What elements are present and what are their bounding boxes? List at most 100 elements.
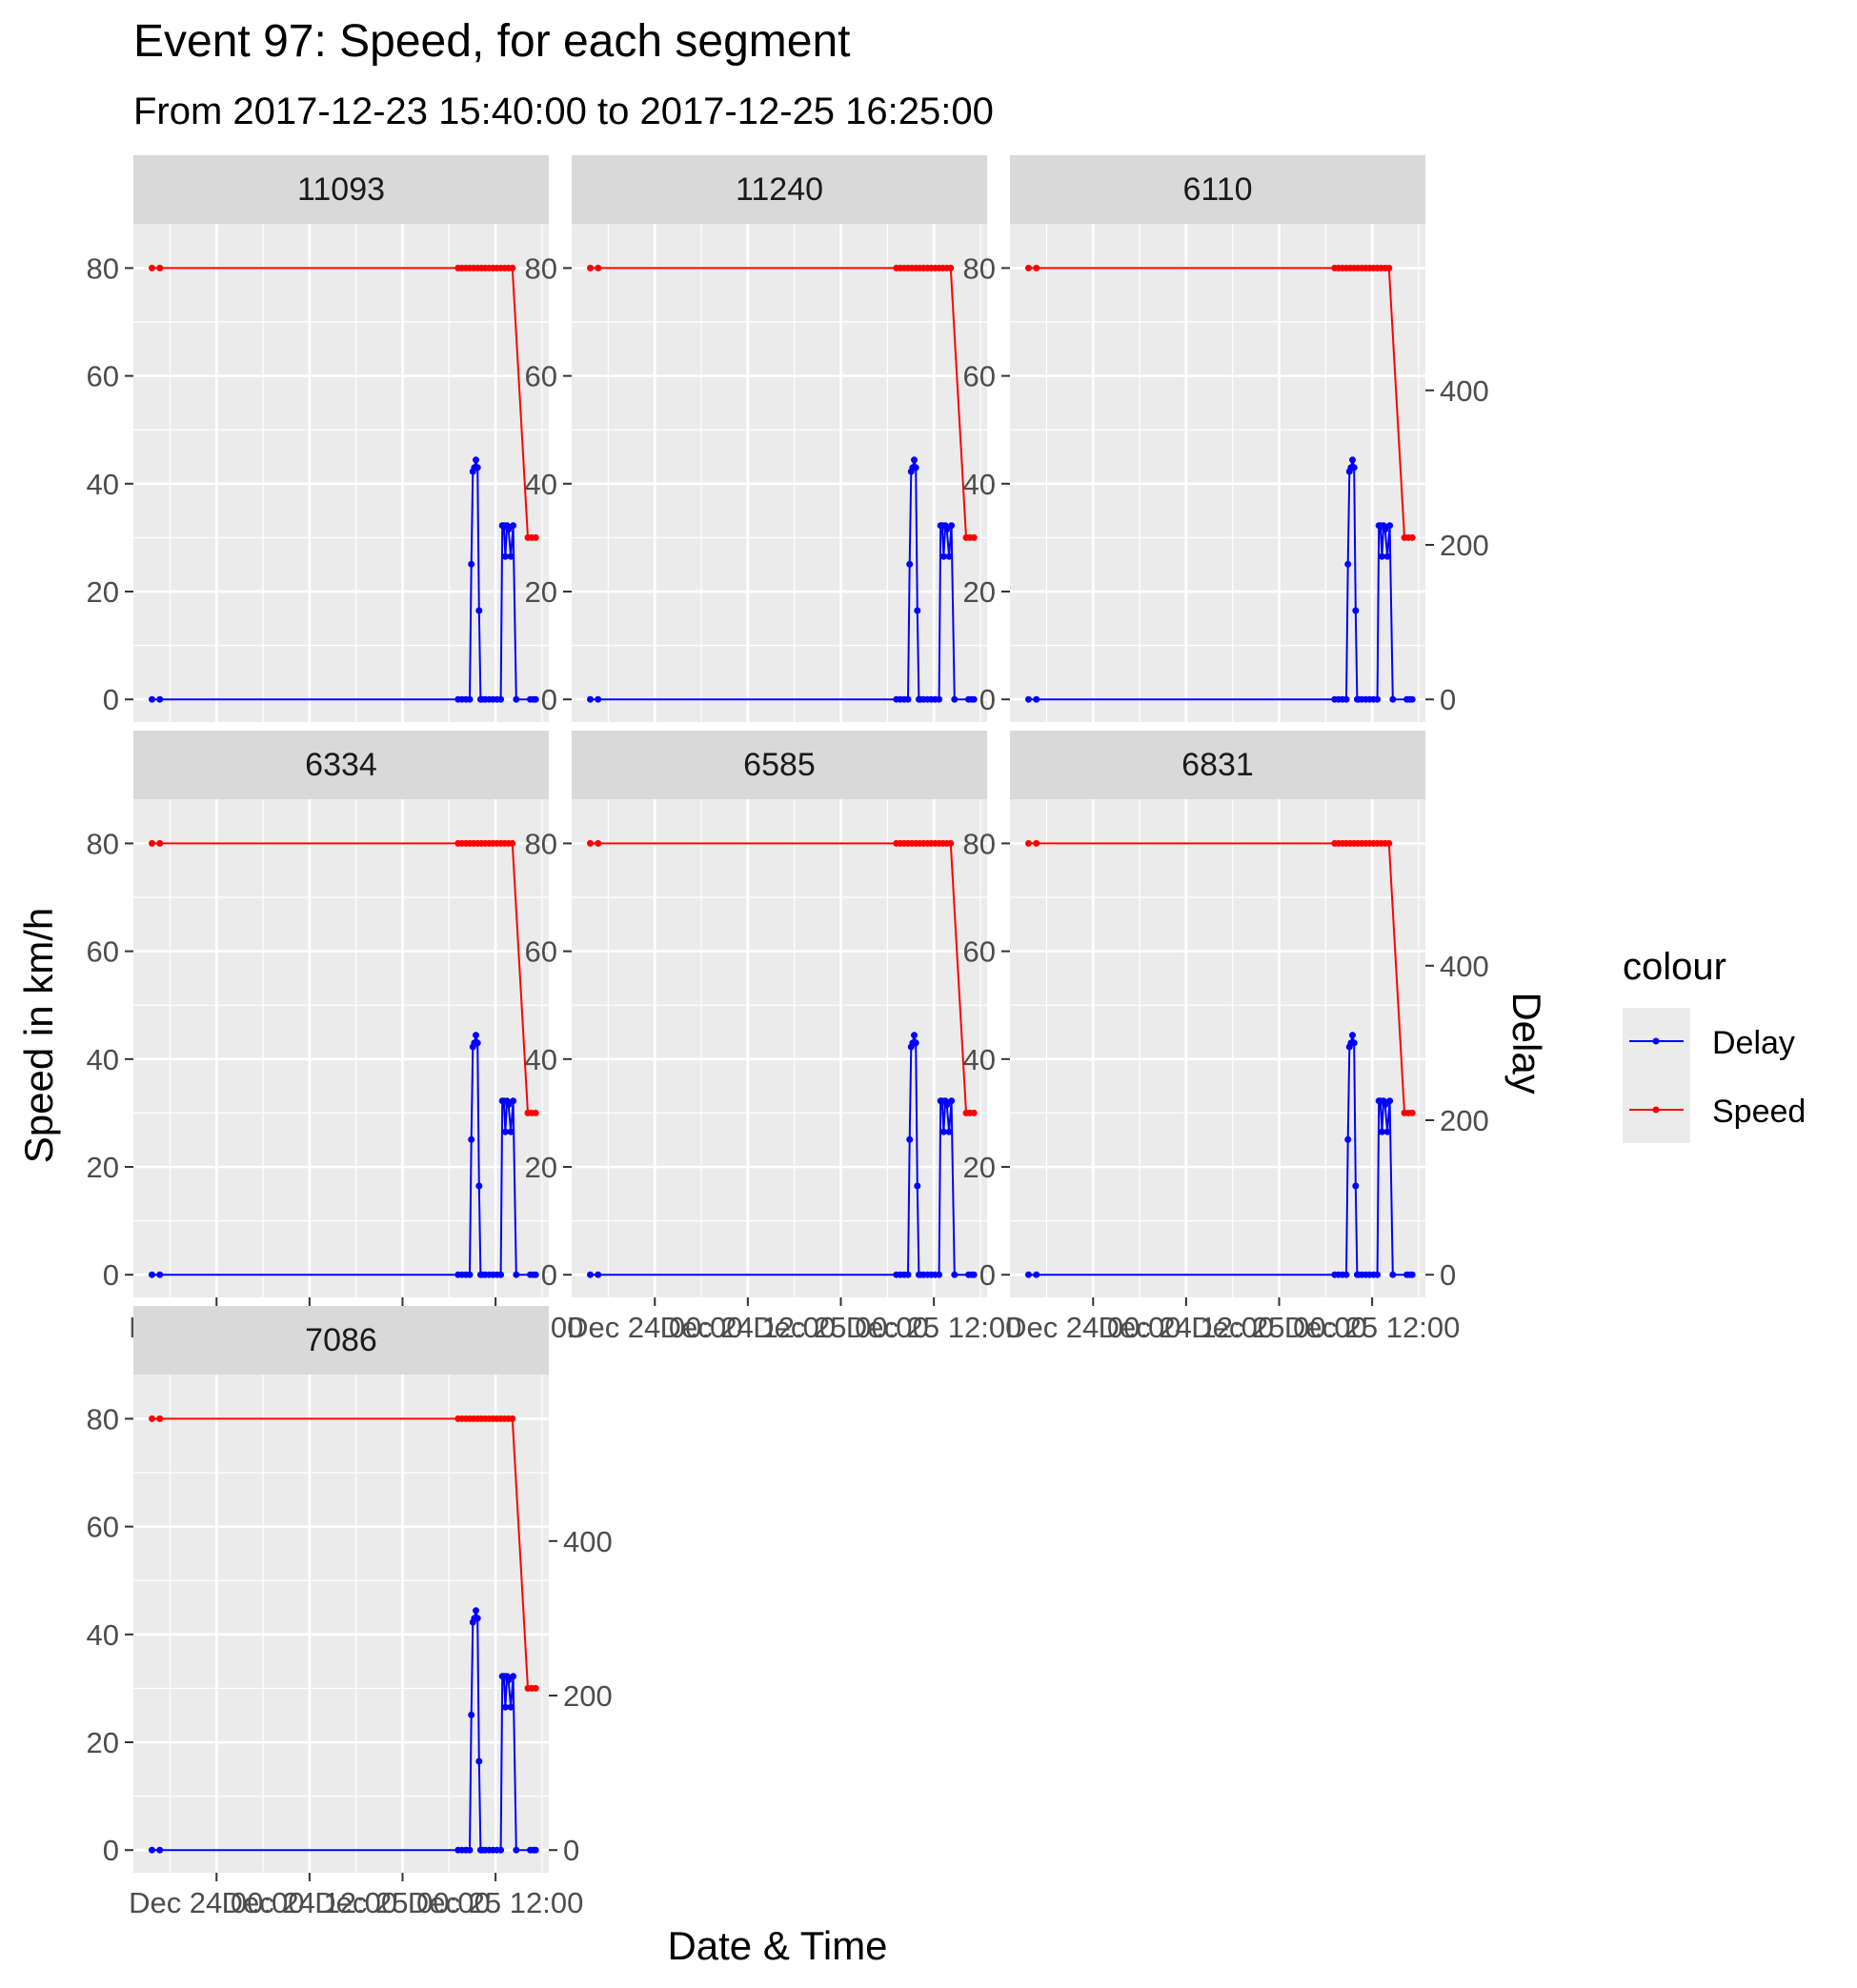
data-point-delay [939, 1128, 947, 1135]
data-point-speed [970, 533, 978, 541]
facet-strip [133, 1306, 549, 1375]
data-point-speed [1025, 264, 1032, 271]
data-point-delay [1033, 695, 1040, 703]
data-point-delay [473, 456, 479, 464]
data-point-delay [474, 1039, 481, 1047]
legend-title: colour [1623, 946, 1726, 988]
data-point-delay [466, 695, 474, 703]
data-point-speed [595, 839, 602, 847]
data-point-delay [1408, 695, 1416, 703]
x-tick-label: Dec 25 12:00 [408, 1886, 583, 1919]
data-point-delay [1349, 1032, 1356, 1039]
data-point-delay [948, 1097, 956, 1105]
y2-tick-label: 200 [563, 1679, 613, 1713]
y-tick-label: 20 [87, 575, 119, 609]
data-point-delay [1344, 560, 1352, 568]
x-tick-label: Dec 24 12:00 [660, 1311, 836, 1344]
legend-key-delay-point [1652, 1037, 1660, 1045]
panel-background [133, 1375, 549, 1873]
data-point-delay [1378, 1128, 1385, 1135]
data-point-delay [1382, 1101, 1389, 1109]
y-tick-label: 20 [87, 1151, 119, 1184]
y-tick-label: 80 [87, 1402, 119, 1436]
data-point-delay [475, 1757, 483, 1765]
data-point-delay [936, 695, 943, 703]
y-tick-label: 40 [525, 1043, 557, 1076]
facet-strip-label: 7086 [305, 1322, 377, 1358]
data-point-delay [587, 695, 594, 703]
legend-key-speed-point [1652, 1106, 1660, 1114]
x-tick-label: Dec 24 00:00 [567, 1311, 742, 1344]
panel-background [1010, 224, 1425, 722]
data-point-delay [914, 1182, 921, 1190]
y-tick-label: 60 [87, 1511, 119, 1544]
data-point-speed [947, 839, 955, 847]
x-tick-label: Dec 24 12:00 [1099, 1311, 1274, 1344]
data-point-delay [906, 1135, 914, 1143]
data-point-speed [1385, 264, 1393, 271]
data-point-delay [912, 464, 919, 472]
data-point-speed [595, 264, 602, 271]
y2-tick-label: 0 [563, 1834, 579, 1867]
data-point-delay [1349, 456, 1356, 464]
panel-background [572, 799, 987, 1297]
y2-axis-label: Delay [1504, 992, 1549, 1094]
legend-label-delay: Delay [1712, 1025, 1795, 1061]
data-point-delay [951, 1271, 959, 1278]
y2-tick-label: 0 [1440, 683, 1456, 716]
data-point-delay [149, 695, 155, 703]
data-point-delay [1383, 1128, 1391, 1135]
x-axis-label: Date & Time [667, 1923, 887, 1968]
y-tick-label: 20 [963, 1151, 996, 1184]
panel-background [133, 799, 549, 1297]
data-point-delay [475, 1182, 483, 1190]
data-point-speed [156, 839, 164, 847]
x-tick-label: Dec 25 00:00 [1191, 1311, 1366, 1344]
y-tick-label: 0 [103, 1258, 119, 1292]
y-tick-label: 20 [87, 1726, 119, 1759]
data-point-delay [943, 1101, 951, 1109]
data-point-delay [501, 552, 509, 560]
facet-strip-label: 6831 [1181, 747, 1254, 783]
facet-strip-label: 11240 [736, 171, 823, 208]
data-point-delay [497, 695, 505, 703]
data-point-delay [1386, 522, 1394, 530]
chart-title: Event 97: Speed, for each segment [133, 16, 850, 67]
data-point-speed [509, 839, 516, 847]
data-point-delay [943, 526, 951, 533]
facet-strip [1010, 731, 1425, 799]
data-point-delay [532, 1846, 539, 1854]
y2-tick-label: 400 [1440, 374, 1489, 408]
data-point-delay [505, 1677, 513, 1684]
x-tick-label: Dec 24 00:00 [129, 1886, 304, 1919]
data-point-delay [1383, 552, 1391, 560]
y2-tick-label: 200 [1440, 529, 1489, 562]
data-point-speed [532, 1684, 539, 1692]
data-point-delay [1389, 695, 1397, 703]
data-point-delay [466, 1271, 474, 1278]
data-point-delay [1374, 695, 1382, 703]
panel-background [133, 224, 549, 722]
data-point-delay [970, 695, 978, 703]
facet-strip [572, 155, 987, 224]
facet-strip [133, 155, 549, 224]
data-point-delay [510, 1673, 517, 1680]
data-point-delay [510, 522, 517, 530]
data-point-speed [509, 264, 516, 271]
y-tick-label: 60 [963, 935, 996, 969]
y-tick-label: 60 [525, 935, 557, 969]
data-point-speed [1025, 839, 1032, 847]
y-tick-label: 80 [525, 251, 557, 285]
y-tick-label: 80 [963, 251, 996, 285]
facet-strip-label: 6585 [743, 747, 816, 783]
data-point-delay [1342, 1271, 1350, 1278]
data-point-delay [945, 1128, 953, 1135]
panels-group: 11093 0 20 40 60 80 11240 0 20 40 60 80 6110 0 20 40 60 8… [87, 155, 1489, 1919]
data-point-delay [1350, 1039, 1358, 1047]
data-point-delay [595, 1271, 602, 1278]
data-point-delay [1382, 526, 1389, 533]
y-axis-label: Speed in km/h [16, 908, 61, 1164]
y2-tick-label: 400 [1440, 950, 1489, 983]
